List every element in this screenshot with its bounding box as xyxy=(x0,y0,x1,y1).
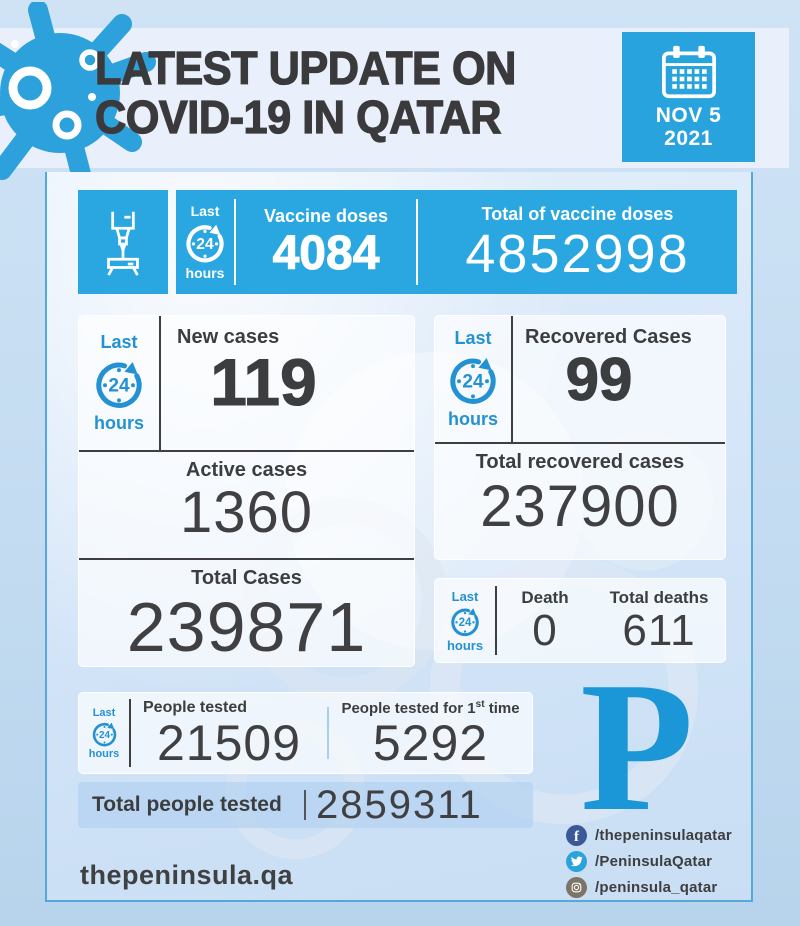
twitter-link[interactable]: /PeninsulaQatar xyxy=(566,851,732,872)
hours-label: hours xyxy=(185,265,225,281)
svg-text:24: 24 xyxy=(459,617,472,629)
total-vaccine-doses-label: Total of vaccine doses xyxy=(481,204,674,224)
peninsula-logo: P xyxy=(580,644,694,850)
new-cases-label: New cases xyxy=(177,326,280,348)
total-people-tested-box: Total people tested 2859311 xyxy=(78,782,533,828)
title-line-2: COVID-19 IN QATAR xyxy=(94,91,502,143)
hours-label: hours xyxy=(446,637,484,653)
people-tested-first-time-value: 5292 xyxy=(372,715,489,771)
banner-divider xyxy=(416,199,418,285)
vaccine-doses-value: 4084 xyxy=(272,227,380,280)
clock-24-icon: 24 xyxy=(91,355,147,411)
last-label: Last xyxy=(100,332,138,352)
recovered-cases-value: 99 xyxy=(565,346,633,413)
label-text: time xyxy=(484,700,520,717)
instagram-link[interactable]: /peninsula_qatar xyxy=(566,877,732,898)
last-label: Last xyxy=(92,706,116,719)
vaccine-doses-section: Vaccine doses 4084 xyxy=(236,190,416,294)
last-24-hours-badge: Last 24 hours xyxy=(435,316,511,442)
last-24-hours-badge: Last 24 hours xyxy=(79,693,129,773)
divider xyxy=(304,790,306,820)
hours-label: hours xyxy=(88,747,120,760)
title-line-1: LATEST UPDATE ON xyxy=(94,42,517,94)
vaccine-icon-box xyxy=(78,190,168,294)
clock-24-icon: 24 xyxy=(445,351,501,407)
recovered-card: Last 24 hours Recovered Cases 99 Total r… xyxy=(434,315,726,560)
card-divider xyxy=(159,316,161,450)
facebook-icon: f xyxy=(566,825,587,846)
instagram-icon xyxy=(566,877,587,898)
death-label: Death xyxy=(521,588,569,607)
twitter-handle: /PeninsulaQatar xyxy=(595,853,713,870)
syringe-icon xyxy=(107,211,139,276)
total-cases-label: Total Cases xyxy=(191,567,302,589)
hours-label: hours xyxy=(447,409,498,429)
testing-card: Last 24 hours People tested 21509 People… xyxy=(78,692,533,774)
coronavirus-icon xyxy=(0,2,156,182)
twitter-icon xyxy=(566,851,587,872)
calendar-icon xyxy=(661,45,716,99)
clock-24-icon: 24 xyxy=(90,719,119,748)
total-vaccine-doses-section: Total of vaccine doses 4852998 xyxy=(418,190,737,294)
facebook-handle: /thepeninsulaqatar xyxy=(595,827,732,844)
date-month-day: NOV 5 xyxy=(655,104,722,127)
death-value: 0 xyxy=(532,606,558,655)
people-tested-label: People tested xyxy=(143,699,248,716)
banner-divider xyxy=(234,199,236,285)
people-tested-value: 21509 xyxy=(156,715,302,771)
page-title: LATEST UPDATE ON COVID-19 IN QATAR xyxy=(94,42,517,143)
card-divider xyxy=(511,316,513,442)
cases-card: Last 24 hours New cases 119 Active cases… xyxy=(78,315,415,667)
clock-24-icon: 24 xyxy=(182,219,228,265)
svg-text:24: 24 xyxy=(108,375,130,396)
svg-text:24: 24 xyxy=(196,236,214,253)
card-divider xyxy=(129,699,131,767)
last-label: Last xyxy=(190,203,220,219)
website-url[interactable]: thepeninsula.qa xyxy=(80,860,294,890)
card-divider xyxy=(79,558,414,560)
date-badge: NOV 5 2021 xyxy=(622,32,755,162)
deaths-card: Last 24 hours Death 0 Total deaths 611 xyxy=(434,578,726,663)
social-links: f /thepeninsulaqatar /PeninsulaQatar /pe… xyxy=(566,825,732,903)
svg-text:24: 24 xyxy=(462,371,484,392)
total-vaccine-doses-value: 4852998 xyxy=(465,224,690,284)
total-deaths-label: Total deaths xyxy=(609,588,709,607)
active-cases-value: 1360 xyxy=(179,480,314,545)
last-24-hours-badge: Last 24 hours xyxy=(176,190,234,294)
total-deaths-value: 611 xyxy=(622,606,696,655)
clock-24-icon: 24 xyxy=(448,604,482,638)
total-recovered-value: 237900 xyxy=(480,474,680,539)
last-label: Last xyxy=(451,588,479,604)
instagram-handle: /peninsula_qatar xyxy=(595,879,718,896)
card-divider xyxy=(327,707,329,759)
date-year: 2021 xyxy=(664,127,713,150)
total-people-tested-value: 2859311 xyxy=(316,783,483,827)
total-cases-value: 239871 xyxy=(126,588,367,666)
total-people-tested-label: Total people tested xyxy=(92,793,282,816)
new-cases-value: 119 xyxy=(210,345,317,419)
last-24-hours-badge: Last 24 hours xyxy=(435,579,495,662)
last-label: Last xyxy=(454,328,492,348)
last-24-hours-badge: Last 24 hours xyxy=(79,316,159,450)
facebook-link[interactable]: f /thepeninsulaqatar xyxy=(566,825,732,846)
active-cases-label: Active cases xyxy=(185,459,308,481)
card-divider xyxy=(435,442,725,444)
vaccine-doses-label: Vaccine doses xyxy=(263,206,389,226)
total-recovered-label: Total recovered cases xyxy=(475,451,685,473)
label-superscript: st xyxy=(475,699,485,710)
people-tested-first-time-label: People tested for 1st time xyxy=(341,699,519,717)
recovered-cases-label: Recovered Cases xyxy=(525,326,692,348)
card-divider xyxy=(79,450,414,452)
svg-text:24: 24 xyxy=(99,729,110,740)
label-text: People tested for 1 xyxy=(341,700,476,717)
card-divider xyxy=(495,586,497,655)
vaccine-banner: Last 24 hours Vaccine doses 4084 Total o… xyxy=(176,190,737,294)
hours-label: hours xyxy=(93,413,144,433)
